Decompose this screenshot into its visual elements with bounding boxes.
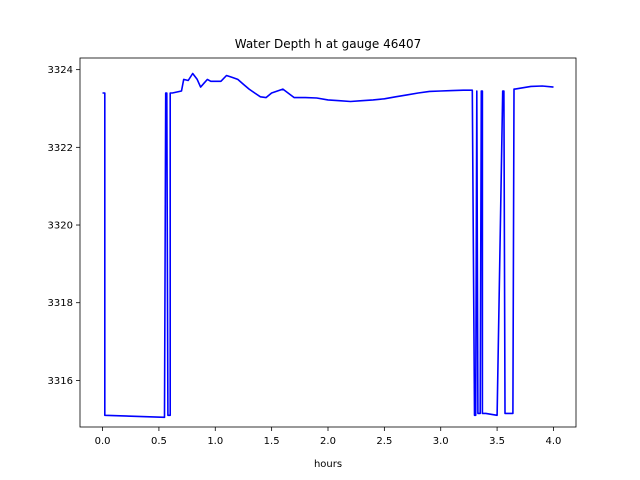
chart-title: Water Depth h at gauge 46407 xyxy=(235,37,422,51)
x-tick-label: 3.0 xyxy=(433,436,449,447)
x-tick-label: 0.5 xyxy=(151,436,167,447)
x-tick-label: 1.0 xyxy=(207,436,223,447)
y-tick-label: 3318 xyxy=(48,298,73,309)
y-tick-label: 3324 xyxy=(48,65,73,76)
x-tick-label: 2.5 xyxy=(376,436,392,447)
y-tick-label: 3322 xyxy=(48,143,73,154)
x-tick-label: 3.5 xyxy=(489,436,505,447)
y-axis: 3316 3318 3320 3322 3324 xyxy=(48,65,80,387)
series-line-0 xyxy=(102,72,554,419)
x-axis-label: hours xyxy=(314,459,342,470)
plot-frame xyxy=(79,57,577,428)
y-tick-label: 3320 xyxy=(48,221,73,232)
plot-area xyxy=(102,72,554,419)
x-axis: 0.0 0.5 1.0 1.5 2.0 2.5 3.0 3.5 4.0 xyxy=(95,427,562,447)
x-tick-label: 1.5 xyxy=(264,436,280,447)
x-tick-label: 4.0 xyxy=(546,436,562,447)
x-tick-label: 2.0 xyxy=(320,436,336,447)
x-tick-label: 0.0 xyxy=(95,436,111,447)
y-tick-label: 3316 xyxy=(48,376,73,387)
